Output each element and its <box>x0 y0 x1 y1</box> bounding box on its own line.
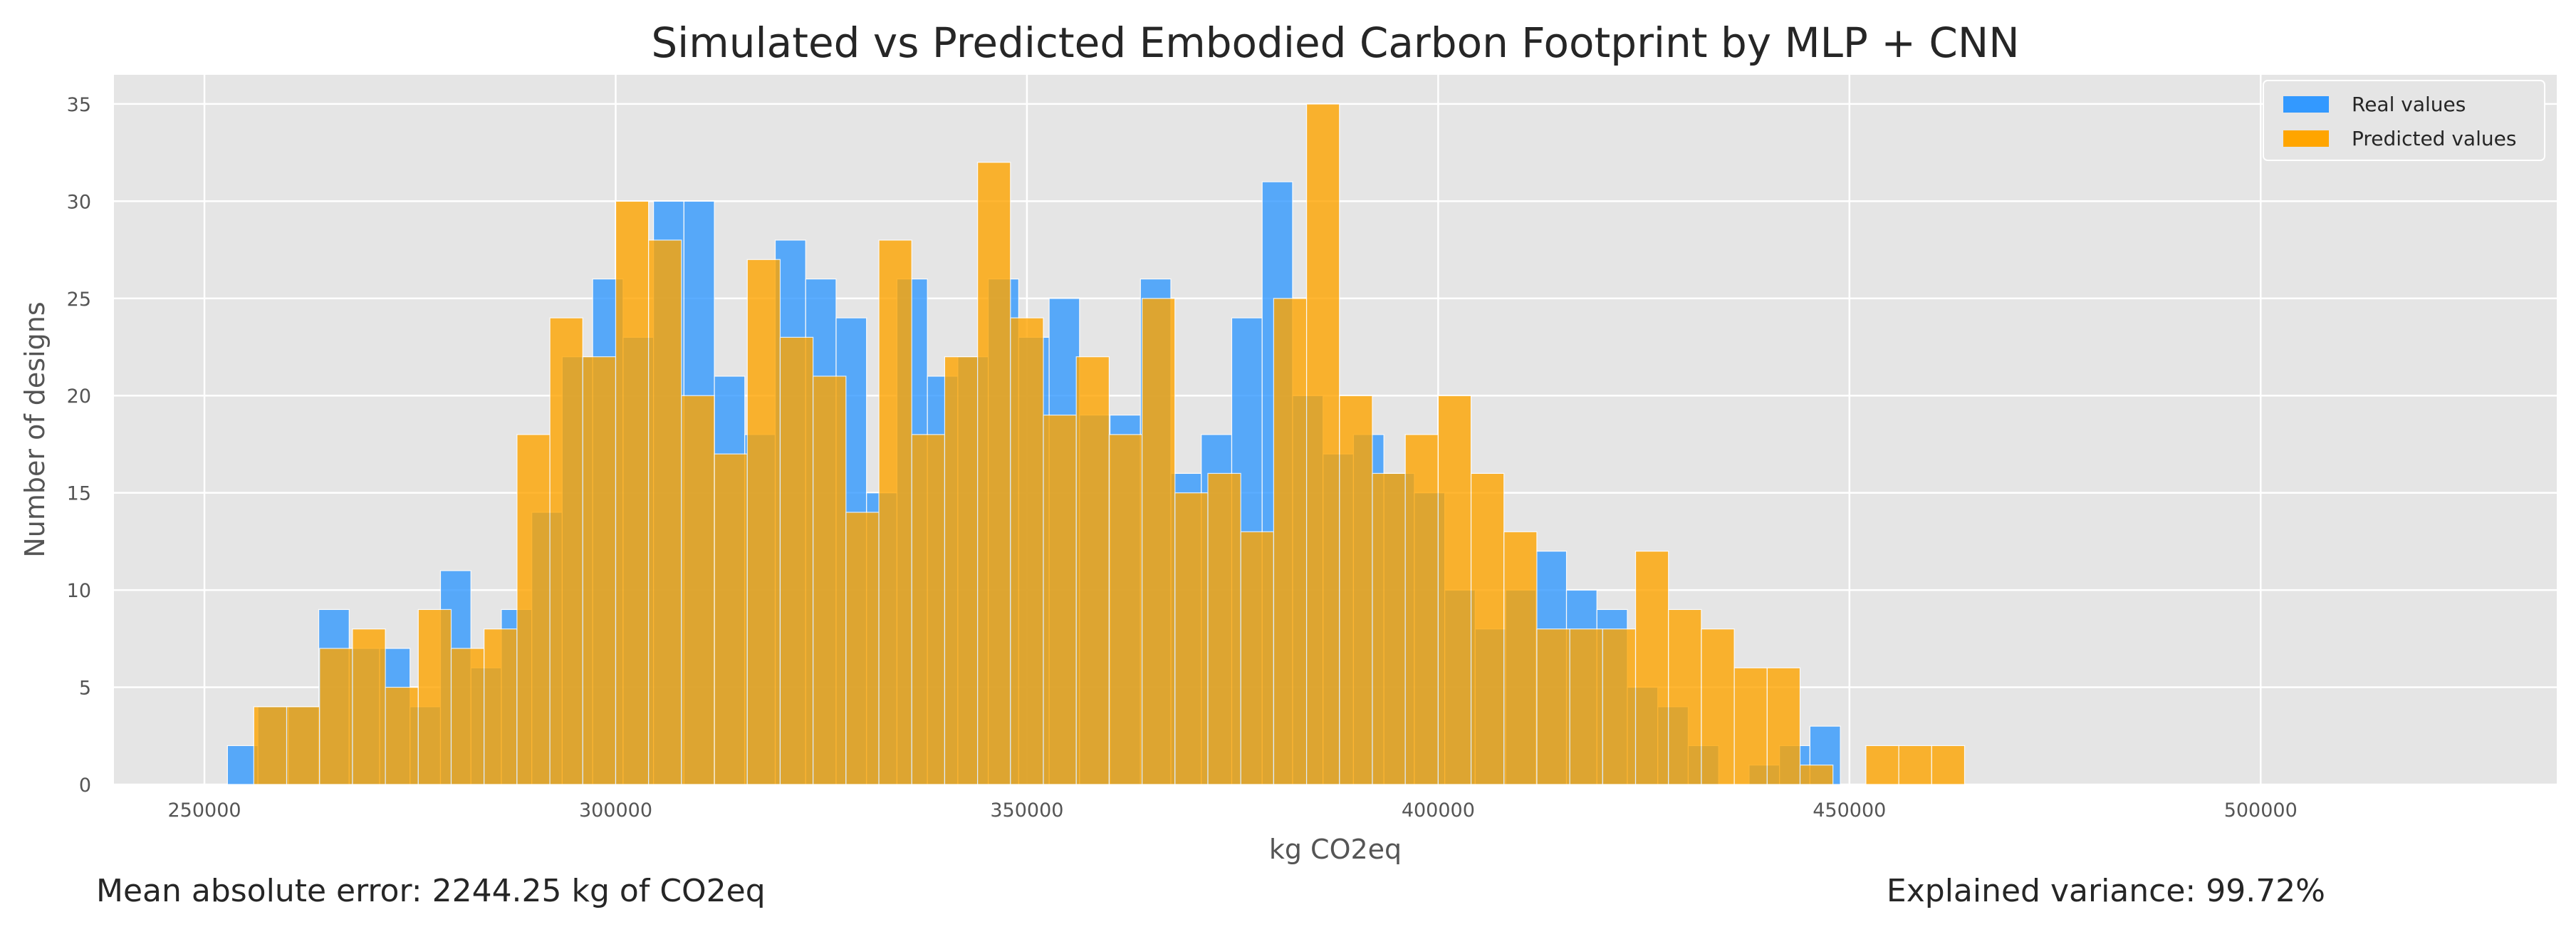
histogram-bar <box>1931 745 1966 785</box>
y-axis-label: Number of designs <box>19 301 51 557</box>
axis-ticks: 250000 300000 350000 400000 450000 500000 0 5 10… <box>67 94 2298 822</box>
histogram-bar <box>1766 667 1801 785</box>
histogram-bar <box>779 336 814 785</box>
histogram-bar <box>911 434 946 785</box>
histogram-bar <box>1569 628 1603 785</box>
histogram-bar <box>1240 531 1274 785</box>
histogram-bar <box>1701 628 1735 785</box>
x-tick-label: 350000 <box>990 799 1063 822</box>
histogram-bar <box>1437 395 1472 785</box>
legend-box <box>2263 80 2545 161</box>
histogram-bar <box>1404 434 1439 785</box>
explained-variance-note: Explained variance: 99.72% <box>1887 873 2325 909</box>
y-tick-label: 20 <box>67 385 91 408</box>
histogram-bar <box>1733 667 1768 785</box>
histogram-bar <box>845 512 880 785</box>
legend-swatch-real <box>2283 96 2329 113</box>
x-tick-label: 450000 <box>1813 799 1886 822</box>
y-tick-label: 35 <box>67 94 91 116</box>
y-tick-label: 5 <box>79 678 91 700</box>
predicted-values-series <box>253 103 1966 785</box>
histogram-bar <box>253 706 288 785</box>
histogram-bar <box>944 356 979 785</box>
histogram-bar <box>1010 317 1044 785</box>
histogram-bar <box>1898 745 1932 785</box>
y-tick-label: 15 <box>67 483 91 505</box>
histogram-bar <box>417 608 452 785</box>
x-tick-label: 250000 <box>167 799 241 822</box>
histogram-bar <box>615 200 650 785</box>
histogram-bar <box>1075 356 1110 785</box>
histogram-bar <box>1634 550 1669 785</box>
y-tick-label: 30 <box>67 191 91 213</box>
histogram-bar <box>1207 472 1241 785</box>
y-tick-label: 10 <box>67 580 91 602</box>
histogram-bar <box>1305 103 1340 785</box>
histogram-bar <box>450 648 485 785</box>
histogram-bar <box>516 434 551 785</box>
histogram-bar <box>286 706 320 785</box>
histogram-bar <box>1339 395 1373 785</box>
histogram-bar <box>1799 765 1834 785</box>
chart-title: Simulated vs Predicted Embodied Carbon F… <box>651 19 2019 67</box>
histogram-bar <box>582 356 617 785</box>
x-tick-label: 400000 <box>1402 799 1475 822</box>
legend-label-predicted: Predicted values <box>2352 127 2516 150</box>
histogram-bar <box>813 376 847 785</box>
histogram-bar <box>714 453 748 785</box>
x-axis-label: kg CO2eq <box>1269 834 1402 865</box>
legend: Real values Predicted values <box>2263 80 2545 161</box>
histogram-bar <box>549 317 583 785</box>
legend-label-real: Real values <box>2352 93 2466 116</box>
histogram-bar <box>1273 298 1308 785</box>
legend-swatch-predicted <box>2283 130 2329 147</box>
histogram-bar <box>977 162 1011 785</box>
histogram-bar <box>1668 608 1702 785</box>
histogram-bar <box>226 745 259 785</box>
y-tick-label: 0 <box>79 775 91 797</box>
bars <box>226 103 1966 785</box>
histogram-bar <box>648 239 682 785</box>
histogram-bar <box>1108 434 1143 785</box>
histogram-bar <box>319 648 353 785</box>
y-tick-label: 25 <box>67 289 91 311</box>
histogram-bar <box>1470 472 1505 785</box>
x-tick-label: 300000 <box>579 799 652 822</box>
histogram-bar <box>878 239 912 785</box>
histogram-bar <box>746 259 781 785</box>
histogram-bar <box>681 395 715 785</box>
histogram-bar <box>352 628 386 785</box>
x-tick-label: 500000 <box>2224 799 2298 822</box>
histogram-bar <box>484 628 518 785</box>
histogram-bar <box>385 686 419 785</box>
histogram-bar <box>1043 414 1077 785</box>
histogram-bar <box>1372 472 1406 785</box>
histogram-bar <box>1503 531 1538 785</box>
histogram-bar <box>1865 745 1899 785</box>
histogram-bar <box>1142 298 1176 785</box>
histogram-bar <box>1536 628 1570 785</box>
histogram-bar <box>1602 628 1637 785</box>
mae-note: Mean absolute error: 2244.25 kg of CO2eq <box>96 873 766 909</box>
histogram-bar <box>1174 492 1209 785</box>
